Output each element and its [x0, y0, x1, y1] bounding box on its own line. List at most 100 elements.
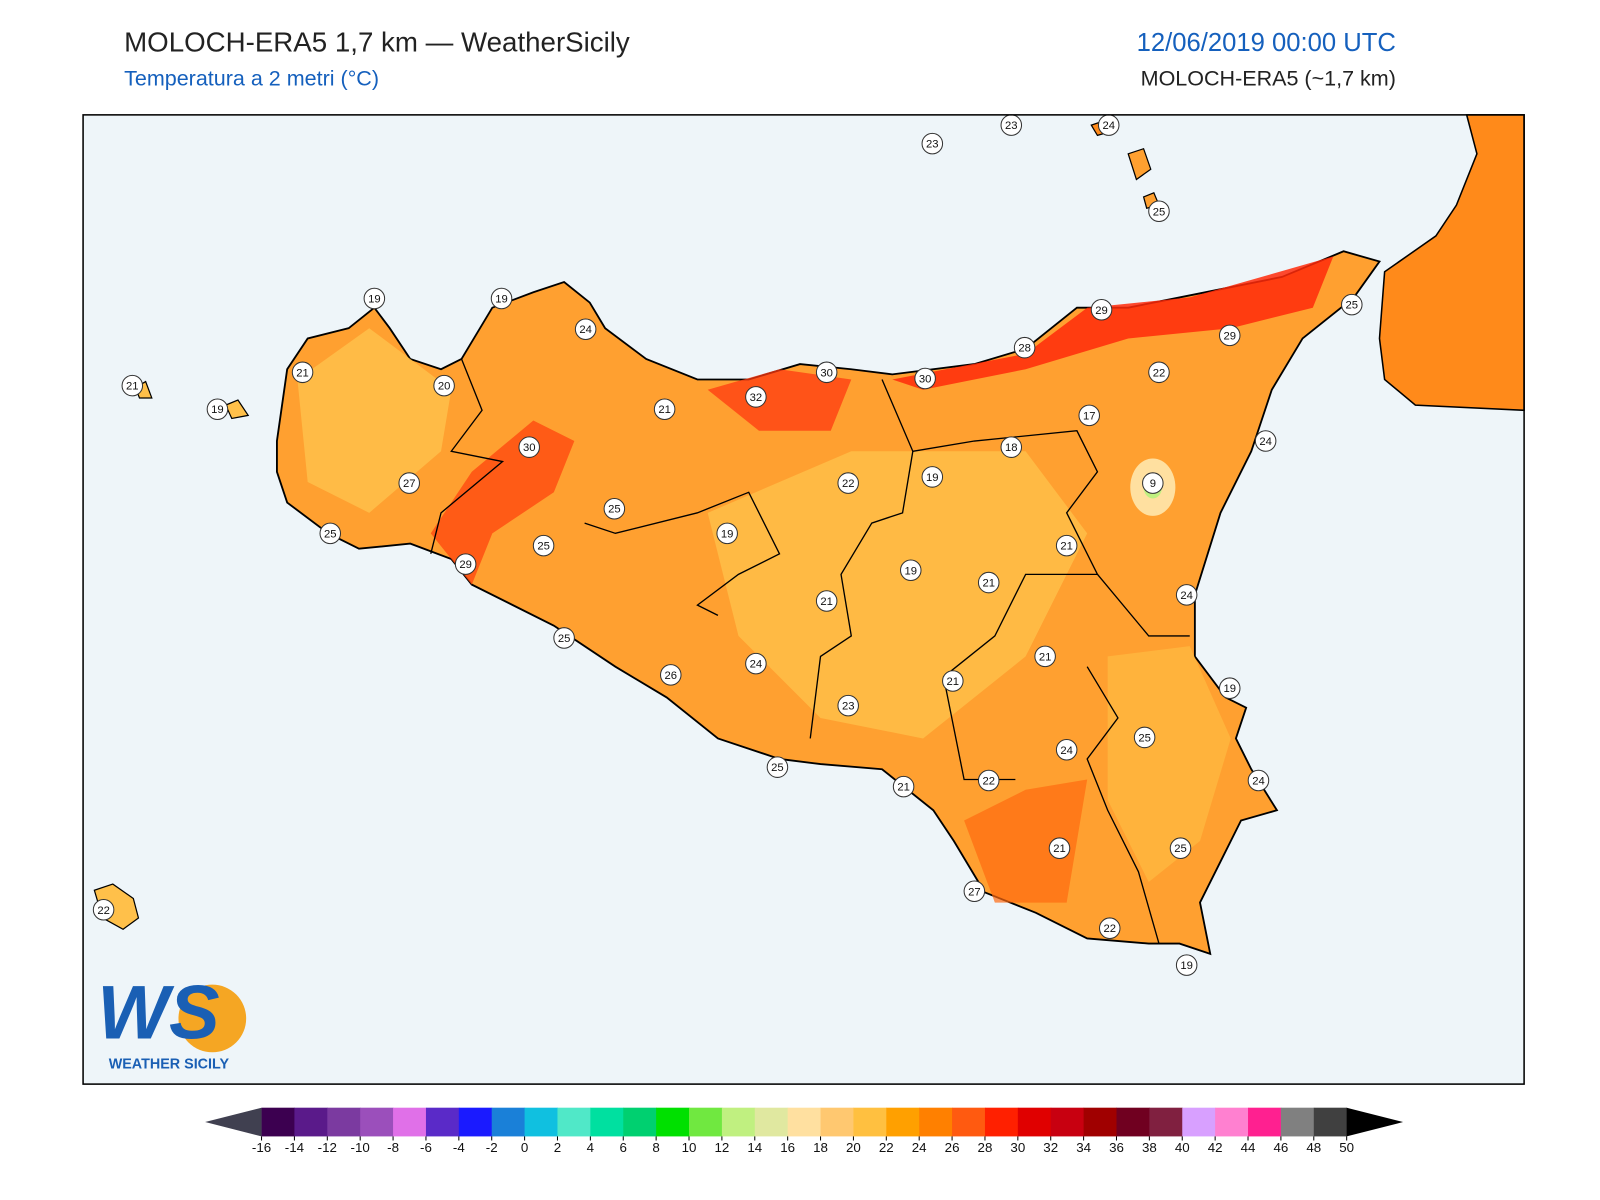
station-value: 24 [750, 659, 763, 671]
colorbar-cell [425, 1107, 460, 1137]
hot-northwest [430, 420, 575, 585]
colorbar-cell [1182, 1107, 1216, 1137]
station-value: 21 [947, 676, 960, 688]
station-marker [92, 898, 115, 921]
station-marker [815, 590, 838, 612]
colorbar-cell [820, 1107, 854, 1137]
station-marker [1034, 645, 1056, 668]
colorbar-tick-label: 40 [1175, 1140, 1190, 1155]
station-marker [837, 694, 859, 717]
station-value: 29 [1223, 330, 1236, 342]
station-value: 30 [919, 373, 932, 385]
station-value: 25 [771, 762, 784, 774]
station-value: 24 [1180, 590, 1193, 602]
station-marker [398, 472, 420, 494]
station-marker [660, 664, 682, 686]
station-marker [716, 522, 738, 545]
station-marker [454, 553, 477, 575]
colorbar-cell [360, 1107, 394, 1137]
station-marker [745, 386, 767, 408]
province-border [1086, 666, 1160, 944]
colorbar-cell [623, 1107, 657, 1137]
colorbar-over [1346, 1107, 1404, 1137]
province-border [584, 491, 781, 616]
station-value: 22 [982, 776, 995, 788]
colorbar-tick-label: 24 [912, 1140, 927, 1155]
colorbar-cell [1215, 1107, 1249, 1137]
colorbar-cell [754, 1107, 789, 1137]
station-value: 22 [1153, 367, 1166, 379]
province-border [809, 379, 914, 739]
colorbar-tick-label: 6 [620, 1140, 627, 1155]
station-value: 21 [820, 596, 833, 608]
warm-west-interior [297, 328, 452, 513]
station-value: 23 [926, 139, 939, 151]
station-value: 27 [968, 886, 981, 898]
colorbar-tick-label: 34 [1076, 1140, 1091, 1155]
colorbar-tick-label: 0 [521, 1140, 528, 1155]
colorbar-tick-label: 38 [1142, 1140, 1157, 1155]
colorbar-cell [1050, 1107, 1085, 1137]
station-value: 21 [1060, 541, 1073, 553]
colorbar-tick-label: -12 [318, 1140, 337, 1155]
colorbar-tick-label: 22 [879, 1140, 894, 1155]
logo-sun [178, 984, 247, 1053]
colorbar-cell [919, 1107, 953, 1137]
colorbar-tick-label: -14 [285, 1140, 305, 1155]
station-marker [942, 670, 964, 692]
station-value: 26 [665, 670, 678, 682]
colorbar-cell [1116, 1107, 1150, 1137]
station-value: 23 [842, 701, 855, 713]
colorbar-tick-label: 8 [652, 1140, 659, 1155]
colorbar-tick-label: 36 [1109, 1140, 1124, 1155]
colorbar-cell [393, 1107, 427, 1137]
station-value: 23 [1005, 120, 1018, 132]
colorbar-tick-label: -6 [420, 1140, 432, 1155]
station-marker [1055, 534, 1078, 557]
station-value: 25 [558, 633, 571, 645]
station-marker [1142, 472, 1164, 494]
station-value: 25 [537, 541, 550, 553]
warm-central [707, 451, 1088, 739]
station-value: 19 [1180, 960, 1193, 972]
station-value: 24 [1252, 776, 1265, 788]
station-value: 19 [721, 528, 734, 540]
station-value: 27 [403, 478, 416, 490]
station-marker [900, 559, 922, 582]
colorbar-cell [1313, 1107, 1348, 1137]
station-marker [1055, 738, 1078, 761]
station-value: 21 [897, 782, 910, 794]
station-value: 28 [1018, 343, 1031, 355]
logo-name: WEATHER SICILY [109, 1056, 230, 1072]
station-marker [921, 132, 944, 155]
colorbar-cell [984, 1107, 1019, 1137]
station-marker [1169, 837, 1192, 859]
subtitle: Temperatura a 2 metri (°C) [124, 67, 379, 91]
colorbar-cell [524, 1107, 558, 1137]
colorbar-tick-label: 26 [945, 1140, 960, 1155]
station-marker [1048, 837, 1071, 859]
station-marker [921, 466, 944, 488]
station-marker [1175, 954, 1198, 976]
colorbar-tick-label: -2 [486, 1140, 498, 1155]
station-value: 25 [1174, 843, 1187, 855]
colorbar-cell [491, 1107, 526, 1137]
station-marker [963, 880, 986, 903]
station-value: 29 [1095, 305, 1108, 317]
station-value: 25 [324, 528, 337, 540]
colorbar-tick-label: -8 [387, 1140, 399, 1155]
colorbar-tick-label: 2 [554, 1140, 561, 1155]
colorbar-cell [656, 1107, 690, 1137]
station-value: 29 [459, 559, 472, 571]
station-value: 21 [982, 578, 995, 590]
station-marker [121, 374, 144, 397]
date: 12/06/2019 00:00 UTC [1137, 29, 1396, 57]
colorbar-cell [294, 1107, 328, 1137]
station-value: 19 [211, 404, 224, 416]
station-value: 22 [842, 478, 855, 490]
colorbar-cell [952, 1107, 986, 1137]
station-marker [1254, 430, 1277, 452]
colorbar: -16 -14 -12 -10 -8 -6 -4 -2 0 2 4 6 8 10 12 14 16 18 20 22 2… [205, 1107, 1404, 1155]
station-value: 18 [1005, 442, 1018, 454]
